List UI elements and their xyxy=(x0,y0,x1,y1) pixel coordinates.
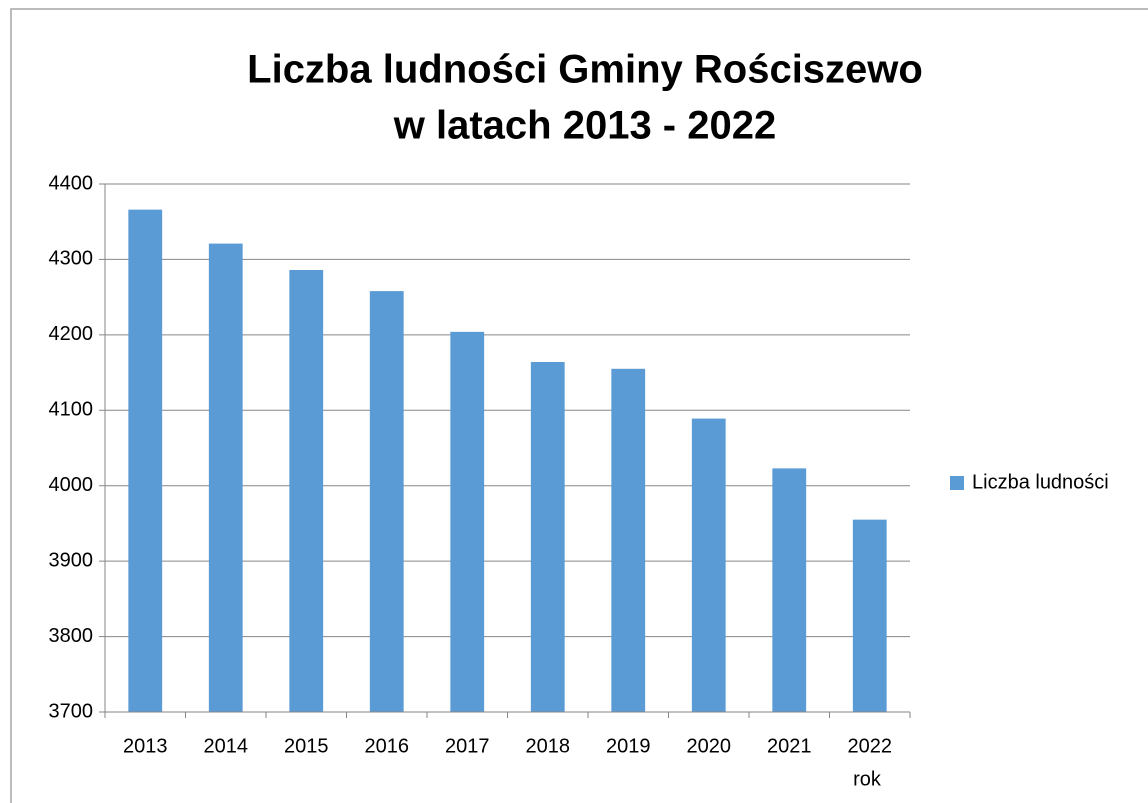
y-tick-label: 4200 xyxy=(49,323,94,345)
y-tick-label: 4100 xyxy=(49,399,94,421)
y-tick-label: 4000 xyxy=(49,474,94,496)
x-tick-label: 2017 xyxy=(445,735,490,757)
chart-border xyxy=(10,8,1148,803)
bar xyxy=(772,468,807,712)
legend-swatch xyxy=(950,476,964,490)
bar xyxy=(611,368,646,712)
bar xyxy=(530,362,565,712)
x-tick-label: 2015 xyxy=(284,735,329,757)
y-tick-label: 3900 xyxy=(49,549,94,571)
x-tick-label: 2021 xyxy=(767,735,812,757)
x-tick-label: 2014 xyxy=(204,735,249,757)
y-tick-label: 4400 xyxy=(49,172,94,194)
bar xyxy=(691,418,726,712)
legend-label: Liczba ludności xyxy=(972,471,1109,493)
bar xyxy=(128,209,163,712)
x-tick-label: 2018 xyxy=(526,735,571,757)
bar xyxy=(852,519,887,712)
x-tick-label: 2020 xyxy=(687,735,732,757)
bar xyxy=(208,243,243,713)
bar xyxy=(289,269,324,712)
chart-title: Liczba ludności Gminy Rościszewo xyxy=(247,48,923,92)
x-tick-label: 2019 xyxy=(606,735,651,757)
x-axis-label: rok xyxy=(853,768,882,790)
bar xyxy=(369,291,404,712)
y-tick-label: 4300 xyxy=(49,248,94,270)
chart-title: w latach 2013 - 2022 xyxy=(393,104,776,148)
bar xyxy=(450,331,485,712)
x-tick-label: 2022 xyxy=(848,735,893,757)
x-tick-label: 2013 xyxy=(123,735,168,757)
x-tick-label: 2016 xyxy=(365,735,410,757)
y-tick-label: 3800 xyxy=(49,625,94,647)
y-tick-label: 3700 xyxy=(49,700,94,722)
